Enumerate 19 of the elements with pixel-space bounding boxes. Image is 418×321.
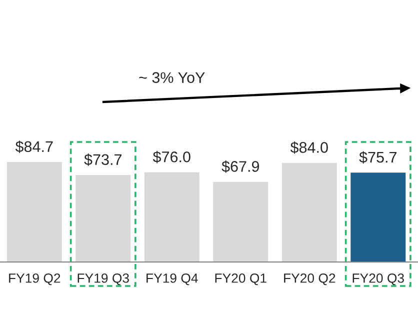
bar <box>282 162 337 262</box>
x-tick-label: FY19 Q3 <box>78 273 129 286</box>
data-label: $76.0 <box>152 150 190 164</box>
x-tick-label: FY19 Q2 <box>9 273 60 286</box>
bar <box>144 172 200 262</box>
bar <box>213 182 268 262</box>
bar <box>6 162 62 262</box>
x-tick-label: FY20 Q2 <box>284 273 336 286</box>
data-label: $67.9 <box>222 160 260 173</box>
bar <box>76 174 131 262</box>
text: ~ 3% YoY <box>139 72 205 83</box>
data-label: $84.7 <box>15 140 53 153</box>
x-tick-label: FY20 Q1 <box>215 273 266 286</box>
data-label: $75.7 <box>359 151 396 164</box>
data-label: $84.0 <box>290 141 328 154</box>
data-label: $73.7 <box>84 154 122 166</box>
bar <box>350 172 406 262</box>
x-tick-label: FY20 Q3 <box>352 273 404 286</box>
x-tick-label: FY19 Q4 <box>146 273 198 286</box>
